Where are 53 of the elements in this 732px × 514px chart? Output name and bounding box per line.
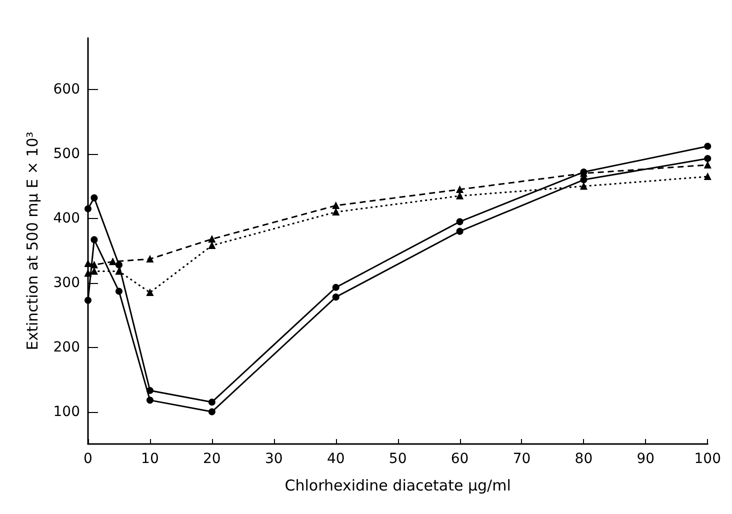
point bbox=[332, 284, 340, 291]
point bbox=[84, 260, 92, 268]
point bbox=[84, 270, 92, 277]
point bbox=[580, 176, 588, 184]
point bbox=[332, 202, 340, 210]
point bbox=[704, 161, 712, 168]
point bbox=[704, 173, 712, 180]
y-tick-label: 500 bbox=[53, 146, 80, 162]
point bbox=[208, 408, 216, 416]
point bbox=[146, 256, 154, 263]
y-tick-label: 100 bbox=[53, 404, 80, 420]
x-tick-label: 20 bbox=[203, 451, 221, 467]
x-tick-label: 70 bbox=[512, 451, 531, 467]
point bbox=[704, 155, 712, 162]
point bbox=[580, 182, 588, 190]
x-tick-label: 100 bbox=[694, 451, 722, 467]
y-axis-title: Extinction at 500 mμ E × 10³ bbox=[24, 132, 42, 350]
point bbox=[90, 261, 98, 268]
point bbox=[208, 236, 216, 243]
point bbox=[90, 236, 98, 244]
x-tick-label: 90 bbox=[636, 451, 655, 467]
y-tick-label: 600 bbox=[53, 82, 80, 98]
point bbox=[456, 186, 464, 193]
point bbox=[109, 258, 116, 266]
y-tick-label: 400 bbox=[53, 210, 80, 226]
x-axis-title: Chlorhexidine diacetate μg/ml bbox=[284, 476, 511, 494]
point bbox=[332, 294, 340, 301]
x-tick-label: 10 bbox=[141, 451, 159, 467]
point bbox=[332, 208, 340, 216]
point bbox=[146, 387, 154, 394]
point bbox=[208, 242, 216, 250]
point bbox=[115, 261, 122, 268]
x-tick-label: 0 bbox=[84, 451, 92, 467]
point bbox=[146, 396, 154, 404]
x-tick-label: 50 bbox=[388, 451, 407, 467]
x-tick-label: 60 bbox=[450, 451, 469, 467]
point bbox=[84, 296, 92, 304]
y-tick-label: 200 bbox=[53, 339, 80, 356]
point bbox=[456, 218, 464, 226]
point bbox=[456, 228, 464, 235]
x-tick-label: 40 bbox=[326, 451, 345, 467]
point bbox=[704, 142, 712, 150]
point bbox=[115, 268, 122, 275]
point bbox=[208, 398, 216, 406]
point bbox=[115, 288, 122, 295]
point bbox=[146, 289, 154, 296]
point bbox=[90, 268, 98, 275]
point bbox=[456, 192, 464, 200]
point bbox=[84, 205, 92, 212]
point bbox=[90, 194, 98, 202]
x-tick-label: 30 bbox=[264, 451, 283, 467]
y-tick-label: 300 bbox=[53, 274, 80, 291]
x-tick-label: 80 bbox=[574, 451, 593, 467]
